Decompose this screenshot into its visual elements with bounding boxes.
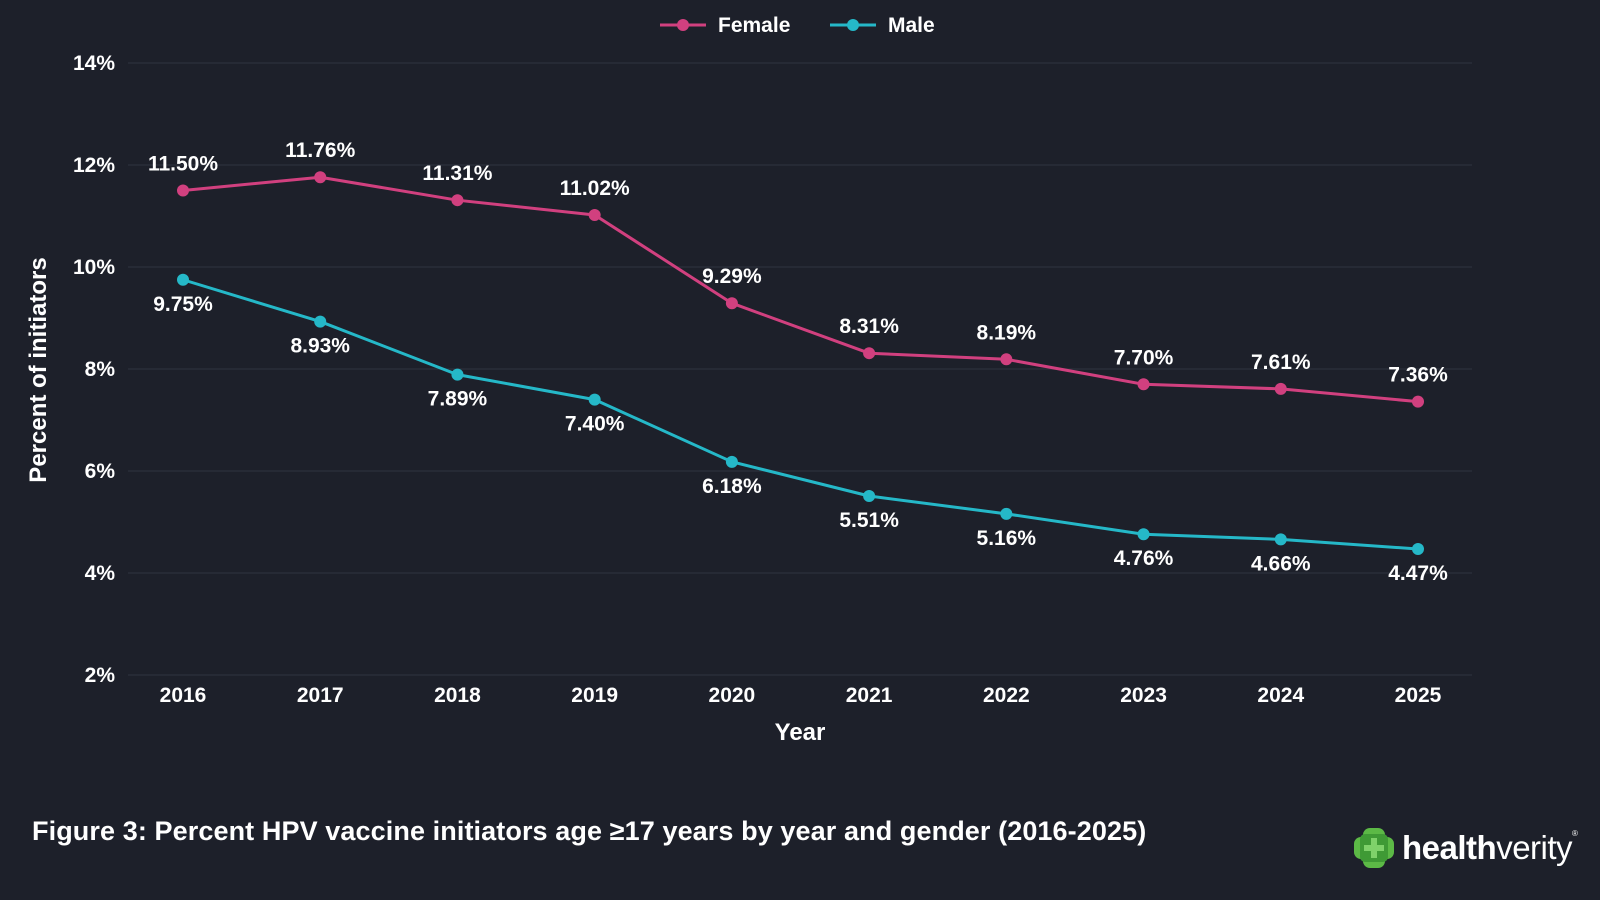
- female-data-label: 7.61%: [1251, 351, 1311, 374]
- female-data-point: [1274, 382, 1287, 395]
- y-axis-title: Percent of initiators: [25, 257, 52, 482]
- female-data-point: [725, 297, 738, 310]
- male-data-point: [451, 368, 464, 381]
- female-data-point: [863, 347, 876, 360]
- male-data-label: 4.47%: [1388, 562, 1448, 585]
- male-data-point: [1137, 528, 1150, 541]
- female-series-line: [182, 175, 1419, 404]
- male-data-label: 7.40%: [565, 413, 625, 436]
- x-axis-title: Year: [775, 719, 826, 746]
- male-data-point: [588, 393, 601, 406]
- x-tick-label: 2023: [1120, 684, 1167, 707]
- female-data-label: 11.31%: [422, 162, 492, 185]
- male-data-point: [314, 315, 327, 328]
- y-tick-label: 8%: [85, 358, 116, 381]
- male-data-label: 5.16%: [977, 527, 1037, 550]
- logo-text-regular: verity: [1496, 829, 1573, 866]
- female-data-label: 7.70%: [1114, 346, 1174, 369]
- logo-wordmark: healthverity®: [1402, 829, 1578, 867]
- series-lines: [182, 175, 1419, 551]
- male-data-point: [177, 273, 189, 286]
- male-data-point: [1000, 507, 1013, 520]
- female-data-point: [314, 171, 327, 184]
- x-tick-label: 2019: [571, 684, 618, 707]
- male-data-point: [1274, 533, 1287, 546]
- line-chart: 2%4%6%8%10%12%14% 2016 2017 2018 2019 2020 20…: [25, 14, 1472, 746]
- legend-marker-female: [677, 19, 689, 31]
- female-data-label: 9.29%: [702, 265, 762, 288]
- green-cross-logo-icon: [1354, 828, 1394, 868]
- female-data-label: 11.76%: [285, 139, 355, 162]
- male-data-label: 7.89%: [428, 388, 488, 411]
- x-axis-ticks: 2016 2017 2018 2019 2020 2021 2022 2023 2024 2025: [160, 684, 1442, 707]
- x-tick-label: 2024: [1257, 684, 1304, 707]
- x-tick-label: 2021: [846, 684, 893, 707]
- female-data-point: [177, 184, 189, 197]
- male-data-label: 4.66%: [1251, 552, 1311, 575]
- female-data-point: [451, 194, 464, 207]
- data-labels: 11.50% 11.76% 11.31% 11.02% 9.29% 8.31% 8.19% 7…: [148, 139, 1448, 585]
- y-tick-label: 2%: [85, 664, 116, 687]
- female-data-label: 11.02%: [560, 177, 630, 200]
- y-tick-label: 4%: [85, 562, 116, 585]
- figure-caption: Figure 3: Percent HPV vaccine initiators…: [32, 816, 1147, 846]
- x-tick-label: 2017: [297, 684, 344, 707]
- legend-marker-male: [847, 19, 859, 31]
- series-points: [177, 171, 1424, 556]
- x-tick-label: 2016: [160, 684, 207, 707]
- logo-text-bold: health: [1402, 829, 1497, 866]
- legend-item-female: Female: [660, 14, 790, 37]
- y-tick-label: 10%: [73, 256, 115, 279]
- female-data-point: [1137, 378, 1150, 391]
- y-tick-label: 14%: [73, 52, 115, 75]
- male-data-label: 5.51%: [839, 509, 899, 532]
- male-series-line: [182, 278, 1419, 551]
- female-data-point: [1000, 353, 1013, 366]
- female-data-label: 7.36%: [1388, 364, 1448, 387]
- x-tick-label: 2018: [434, 684, 481, 707]
- healthverity-logo: healthverity®: [1352, 826, 1578, 870]
- x-tick-label: 2022: [983, 684, 1030, 707]
- y-axis-ticks: 2% 4% 6% 8% 10% 12% 14%: [73, 52, 115, 687]
- male-data-point: [725, 455, 738, 468]
- male-data-label: 6.18%: [702, 475, 762, 498]
- female-data-label: 11.50%: [148, 153, 218, 176]
- legend-label-male: Male: [888, 14, 935, 37]
- legend-item-male: Male: [830, 14, 935, 37]
- logo-registered-mark: ®: [1572, 829, 1578, 838]
- y-tick-label: 6%: [85, 460, 116, 483]
- male-data-point: [1412, 543, 1424, 556]
- x-tick-label: 2020: [709, 684, 756, 707]
- male-data-label: 8.93%: [290, 335, 350, 358]
- x-tick-label: 2025: [1395, 684, 1442, 707]
- gridlines: [128, 62, 1472, 676]
- male-data-point: [863, 489, 876, 502]
- legend: Female Male: [660, 14, 935, 37]
- male-data-label: 9.75%: [153, 293, 213, 316]
- y-tick-label: 12%: [73, 154, 115, 177]
- female-data-point: [1412, 395, 1424, 408]
- female-data-point: [588, 208, 601, 221]
- male-data-label: 4.76%: [1114, 547, 1174, 570]
- female-data-label: 8.31%: [839, 315, 899, 338]
- legend-label-female: Female: [718, 14, 790, 37]
- female-data-label: 8.19%: [977, 321, 1037, 344]
